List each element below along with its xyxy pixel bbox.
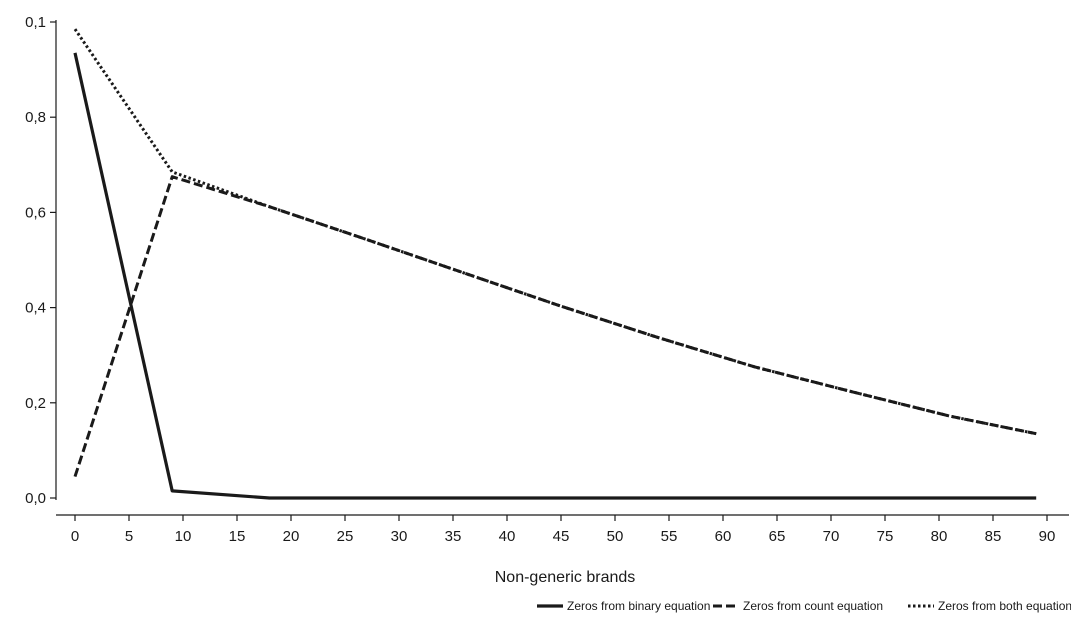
y-tick-label: 0,2 xyxy=(25,395,46,412)
x-tick-label: 90 xyxy=(1039,528,1056,545)
x-tick-label: 20 xyxy=(283,528,300,545)
x-tick-label: 50 xyxy=(607,528,624,545)
x-tick-label: 70 xyxy=(823,528,840,545)
x-tick-label: 25 xyxy=(337,528,354,545)
y-tick-label: 0,0 xyxy=(25,490,46,507)
x-tick-label: 5 xyxy=(125,528,133,545)
x-axis-title: Non-generic brands xyxy=(495,569,636,586)
x-tick-label: 45 xyxy=(553,528,570,545)
y-tick-label: 0,4 xyxy=(25,300,46,317)
legend-label: Zeros from binary equation xyxy=(567,599,710,613)
x-tick-label: 0 xyxy=(71,528,79,545)
x-tick-label: 40 xyxy=(499,528,516,545)
series-layer xyxy=(73,28,1037,500)
legend: Zeros from binary equation Zeros from cou… xyxy=(537,599,1071,613)
series-line-dashed xyxy=(73,175,1037,478)
x-tick-label: 35 xyxy=(445,528,462,545)
series-line-dotted xyxy=(73,28,1037,436)
series-line-solid xyxy=(73,52,1037,500)
x-tick-label: 60 xyxy=(715,528,732,545)
x-axis: 0 5 10 15 20 25 30 35 40 45 50 55 60 65 70 75 80 85 90 xyxy=(56,514,1069,545)
x-tick-label: 55 xyxy=(661,528,678,545)
legend-label: Zeros from count equation xyxy=(743,599,883,613)
x-tick-label: 65 xyxy=(769,528,786,545)
legend-label: Zeros from both equations xyxy=(938,599,1071,613)
x-tick-label: 30 xyxy=(391,528,408,545)
x-tick-label: 75 xyxy=(877,528,894,545)
y-axis: 0,0 0,2 0,4 0,6 0,8 0,1 xyxy=(25,14,57,507)
y-tick-label: 0,8 xyxy=(25,109,46,126)
y-tick-label: 0,1 xyxy=(25,14,46,31)
x-tick-label: 80 xyxy=(931,528,948,545)
x-tick-label: 10 xyxy=(175,528,192,545)
x-tick-label: 85 xyxy=(985,528,1002,545)
y-tick-label: 0,6 xyxy=(25,204,46,221)
x-tick-label: 15 xyxy=(229,528,246,545)
